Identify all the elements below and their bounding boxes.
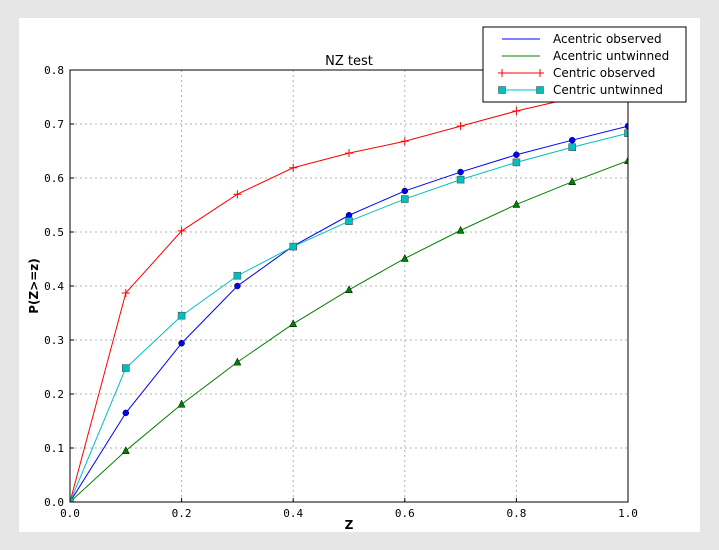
data-point-square (122, 364, 130, 372)
data-point-triangle (177, 399, 186, 408)
y-tick-label: 0.7 (44, 118, 64, 131)
data-point-circle (234, 282, 241, 290)
data-point-plus (289, 163, 298, 172)
y-tick-label: 0.3 (44, 334, 64, 347)
x-tick-label: 0.4 (283, 507, 303, 520)
legend-label: Centric untwinned (553, 83, 663, 97)
data-point-circle (624, 122, 628, 130)
x-tick-label: 1.0 (618, 507, 638, 520)
data-point-triangle (345, 285, 353, 294)
data-point-circle (401, 187, 409, 195)
x-tick-label: 0.2 (172, 507, 192, 520)
data-point-square (568, 143, 577, 152)
data-point-square (624, 129, 628, 137)
data-point-triangle (624, 156, 628, 164)
y-tick-label: 0.4 (44, 280, 64, 293)
x-tick-label: 0.0 (60, 507, 80, 520)
y-tick-label: 0.2 (44, 388, 64, 401)
data-point-plus (512, 107, 521, 116)
data-point-plus (456, 122, 465, 131)
data-point-triangle (456, 225, 465, 234)
y-tick-label: 0.8 (44, 64, 64, 77)
y-tick-label: 0.0 (44, 496, 64, 509)
data-point-plus (400, 137, 409, 146)
data-point-plus (498, 69, 506, 77)
data-point-square (289, 242, 298, 251)
data-point-plus (536, 69, 544, 77)
chart-title: NZ test (325, 54, 373, 69)
data-point-triangle (512, 199, 521, 208)
data-point-plus (177, 226, 186, 235)
series-centric-untwinned (70, 129, 628, 502)
data-point-circle (345, 212, 353, 219)
data-point-circle (457, 168, 464, 176)
figure-background (19, 18, 700, 532)
data-point-circle (513, 151, 520, 159)
data-point-triangle (289, 319, 298, 328)
y-axis-label: P(Z>=z) (27, 258, 41, 314)
data-point-triangle (568, 177, 577, 186)
data-point-square (70, 498, 74, 502)
data-point-triangle (121, 446, 130, 454)
data-point-plus (233, 190, 242, 199)
data-point-plus (121, 289, 130, 298)
data-point-square (512, 158, 521, 167)
legend: Acentric observed Acentric untwinned Centr… (482, 26, 687, 103)
x-tick-label: 0.6 (395, 507, 415, 520)
data-point-square (456, 175, 465, 184)
data-point-square (400, 195, 409, 203)
data-point-circle (122, 409, 130, 417)
data-point-square (177, 311, 186, 320)
data-point-circle (178, 339, 185, 347)
data-point-triangle (233, 357, 242, 366)
data-point-square (345, 217, 353, 225)
legend-label: Acentric observed (553, 32, 662, 46)
data-point-square (498, 86, 506, 94)
y-tick-label: 0.5 (44, 226, 64, 239)
data-point-triangle (400, 253, 409, 262)
data-point-plus (345, 149, 353, 158)
legend-label: Acentric untwinned (553, 49, 669, 63)
series-acentric-untwinned (70, 156, 628, 502)
x-axis-label: Z (345, 518, 354, 532)
y-tick-label: 0.6 (44, 172, 64, 185)
y-tick-label: 0.1 (44, 442, 64, 455)
data-point-square (233, 271, 242, 280)
data-point-circle (568, 136, 576, 144)
data-point-square (536, 86, 544, 94)
x-tick-label: 0.8 (506, 507, 526, 520)
legend-label: Centric observed (553, 66, 655, 80)
